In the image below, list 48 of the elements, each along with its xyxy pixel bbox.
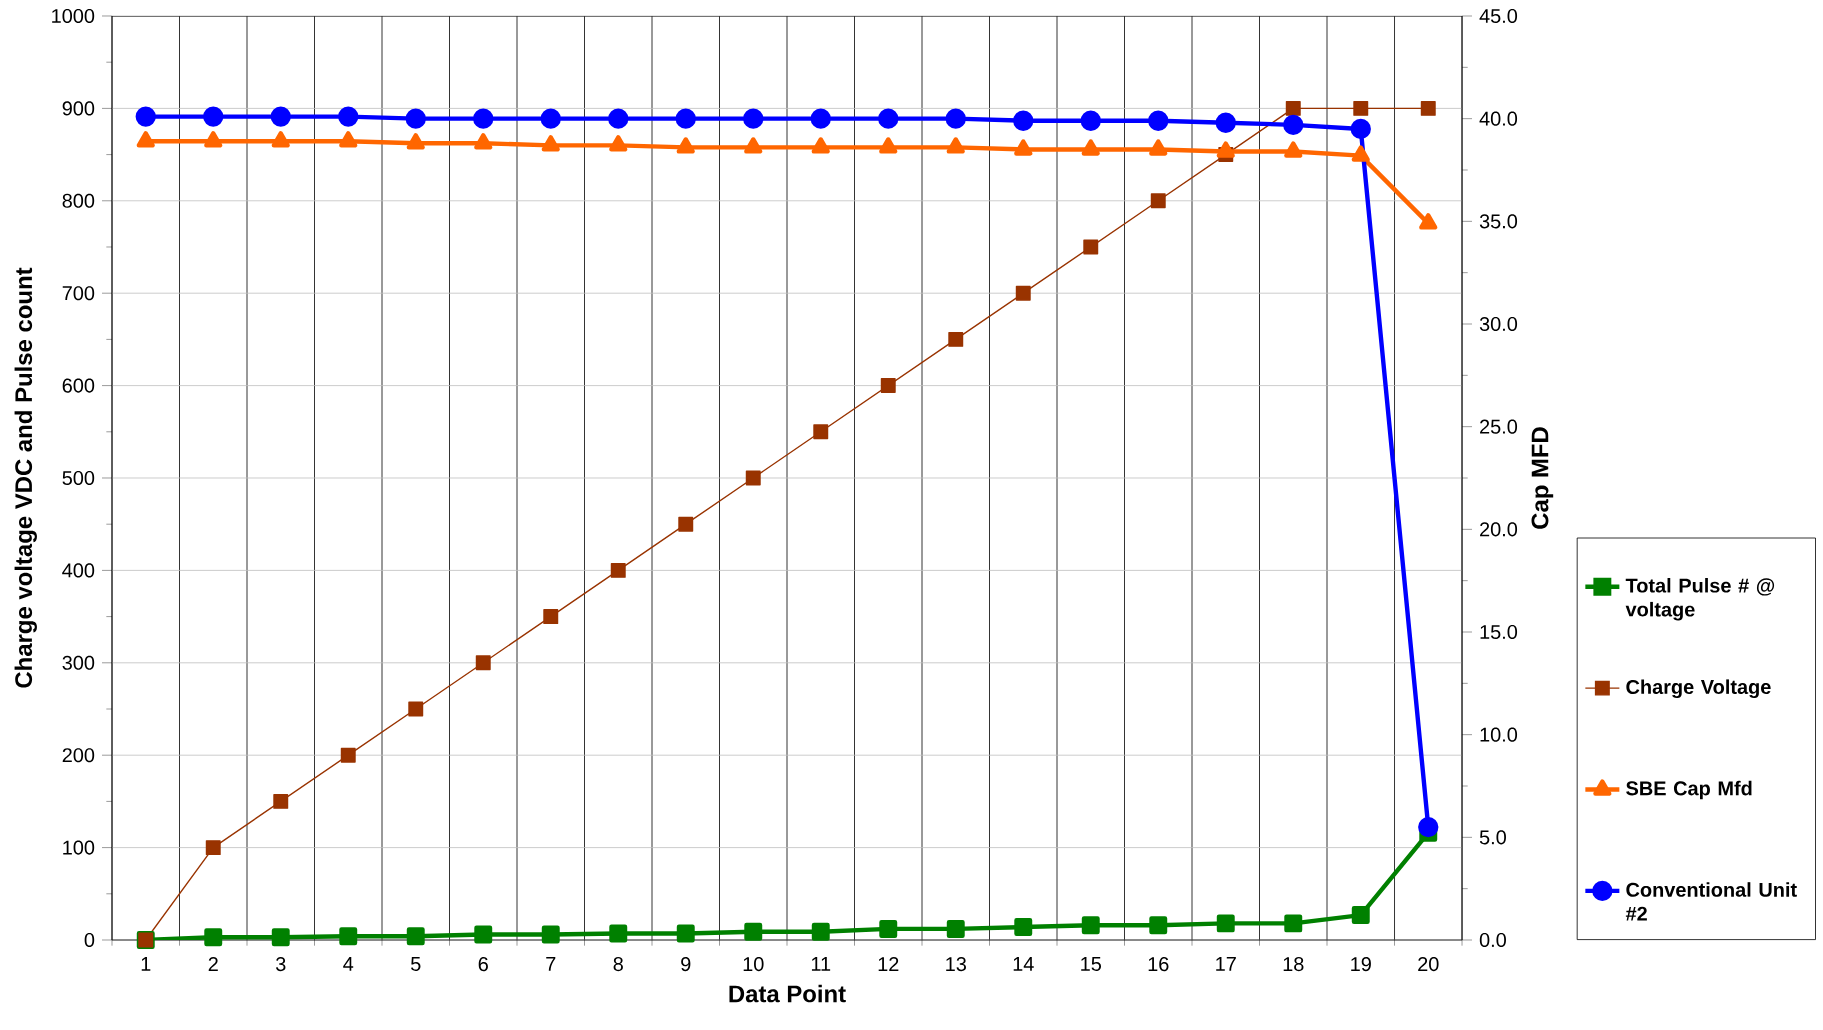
x-tick-label: 2 [208, 957, 218, 971]
y2-tick-label: 0.0 [1479, 932, 1506, 948]
y2-axis-title: Cap MFD [1531, 427, 1554, 529]
y-tick-label: 700 [62, 286, 95, 301]
x-tick-label: 4 [343, 957, 354, 971]
x-tick-label: 6 [478, 957, 488, 972]
x-tick-label: 14 [1013, 957, 1034, 971]
y-tick-label: 500 [62, 470, 95, 486]
y-tick-label: 800 [62, 193, 95, 208]
x-tick-label: 8 [613, 957, 623, 972]
x-tick-label: 17 [1216, 957, 1236, 971]
x-tick-label: 11 [811, 957, 831, 971]
y-axis-title: Charge voltage VDC and Pulse count [14, 267, 37, 688]
y-tick-label: 300 [62, 655, 95, 670]
x-tick-label: 5 [411, 957, 421, 971]
y2-tick-label: 45.0 [1479, 8, 1518, 24]
legend-label: SBE Cap Mfd [1626, 780, 1752, 800]
x-tick-label: 7 [546, 957, 556, 971]
y2-tick-label: 30.0 [1479, 316, 1518, 332]
x-tick-label: 9 [681, 957, 691, 972]
y-tick-label: 900 [62, 101, 95, 116]
y-tick-label: 400 [62, 563, 95, 578]
x-tick-label: 3 [275, 957, 286, 972]
x-tick-label: 20 [1418, 957, 1439, 972]
x-tick-label: 13 [946, 957, 966, 972]
x-tick-label: 10 [743, 957, 764, 972]
y-tick-label: 600 [62, 378, 95, 393]
x-tick-label: 15 [1081, 957, 1102, 971]
y-tick-label: 0 [84, 932, 95, 948]
y2-tick-label: 40.0 [1479, 111, 1518, 126]
x-tick-label: 19 [1351, 957, 1371, 972]
x-tick-label: 12 [878, 957, 899, 971]
legend-label: Total Pulse # @ voltage [1625, 578, 1775, 621]
x-tick-label: 1 [141, 957, 151, 971]
y2-tick-label: 10.0 [1480, 727, 1518, 742]
x-tick-label: 16 [1148, 957, 1169, 972]
y-tick-label: 200 [62, 748, 95, 763]
y2-tick-label: 35.0 [1479, 214, 1518, 229]
y2-tick-label: 20.0 [1480, 522, 1518, 537]
y-tick-label: 100 [63, 840, 95, 855]
y2-tick-label: 15.0 [1480, 624, 1518, 640]
y2-tick-label: 25.0 [1480, 419, 1518, 434]
legend-label: Conventional Unit #2 [1625, 882, 1797, 921]
x-tick-label: 18 [1283, 957, 1304, 972]
y-tick-label: 1000 [52, 8, 95, 24]
legend-label: Charge Voltage [1626, 679, 1771, 699]
x-axis-title: Data Point [729, 984, 846, 1003]
y2-tick-label: 5.0 [1479, 830, 1506, 845]
